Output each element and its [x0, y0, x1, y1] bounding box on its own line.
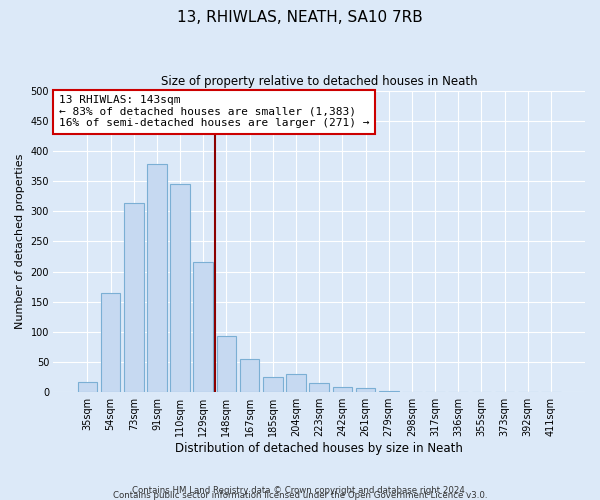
- Text: 13 RHIWLAS: 143sqm
← 83% of detached houses are smaller (1,383)
16% of semi-deta: 13 RHIWLAS: 143sqm ← 83% of detached hou…: [59, 95, 369, 128]
- Bar: [286, 374, 306, 392]
- Bar: [147, 164, 167, 392]
- Y-axis label: Number of detached properties: Number of detached properties: [15, 154, 25, 329]
- Bar: [193, 262, 213, 392]
- Bar: [77, 382, 97, 392]
- Title: Size of property relative to detached houses in Neath: Size of property relative to detached ho…: [161, 75, 478, 88]
- Bar: [124, 204, 143, 392]
- X-axis label: Distribution of detached houses by size in Neath: Distribution of detached houses by size …: [175, 442, 463, 455]
- Bar: [356, 388, 376, 392]
- Text: Contains public sector information licensed under the Open Government Licence v3: Contains public sector information licen…: [113, 490, 487, 500]
- Bar: [217, 336, 236, 392]
- Bar: [310, 383, 329, 392]
- Bar: [170, 184, 190, 392]
- Bar: [379, 391, 398, 392]
- Bar: [263, 377, 283, 392]
- Bar: [101, 292, 121, 392]
- Bar: [332, 387, 352, 392]
- Bar: [240, 359, 259, 392]
- Text: Contains HM Land Registry data © Crown copyright and database right 2024.: Contains HM Land Registry data © Crown c…: [132, 486, 468, 495]
- Text: 13, RHIWLAS, NEATH, SA10 7RB: 13, RHIWLAS, NEATH, SA10 7RB: [177, 10, 423, 25]
